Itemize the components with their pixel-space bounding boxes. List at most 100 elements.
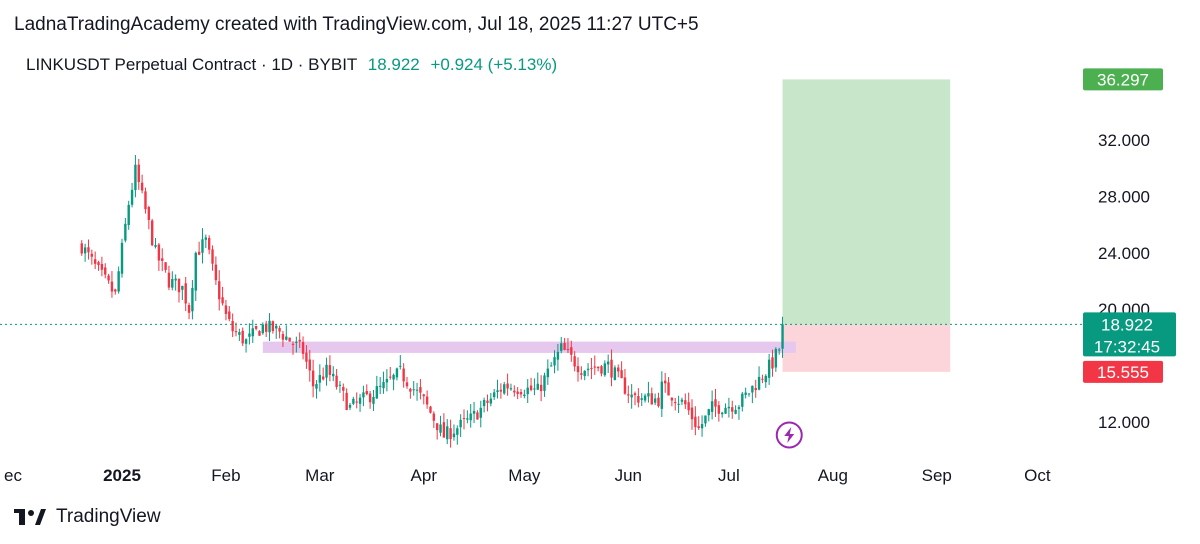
candle-body xyxy=(80,243,83,254)
candle-body xyxy=(482,399,486,407)
x-tick-label: Sep xyxy=(922,466,952,485)
candle-body xyxy=(389,376,392,378)
candle-body xyxy=(412,389,415,391)
candle-body xyxy=(127,204,130,226)
candle-body xyxy=(432,413,436,421)
candle-body xyxy=(606,361,610,365)
candle-body xyxy=(774,348,778,368)
candle-body xyxy=(707,409,710,416)
candle-body xyxy=(596,366,600,369)
candle-body xyxy=(104,267,107,275)
candle-body xyxy=(757,376,761,390)
candle-body xyxy=(120,242,124,274)
candle-body xyxy=(308,359,311,371)
lightning-event-icon[interactable] xyxy=(775,421,803,449)
stop-price-tag[interactable] xyxy=(1083,360,1163,383)
candle-body xyxy=(563,342,566,350)
x-tick-label: Mar xyxy=(305,466,335,485)
candle-body xyxy=(613,367,617,380)
candle-body xyxy=(459,419,462,428)
candle-body xyxy=(234,331,238,333)
candle-body xyxy=(218,281,221,300)
candle-body xyxy=(114,289,117,292)
candle-body xyxy=(452,433,456,438)
candle-body xyxy=(764,375,767,383)
x-tick-label: ec xyxy=(4,466,22,485)
candle-body xyxy=(174,278,177,281)
candle-body xyxy=(419,387,422,393)
candle-body xyxy=(630,394,633,398)
candle-body xyxy=(254,326,258,329)
candle-body xyxy=(358,397,362,404)
candle-body xyxy=(191,287,194,312)
candle-body xyxy=(643,395,647,401)
candle-body xyxy=(429,406,432,413)
candle-body xyxy=(586,368,590,371)
candle-body xyxy=(543,375,546,391)
candle-body xyxy=(147,207,151,221)
candle-body xyxy=(167,272,171,288)
candle-body xyxy=(710,401,714,412)
candle-body xyxy=(392,374,395,380)
candle-body xyxy=(751,385,754,393)
candle-body xyxy=(492,392,496,398)
candle-body xyxy=(653,398,657,403)
candle-body xyxy=(164,262,167,270)
candle-body xyxy=(640,398,643,400)
candle-body xyxy=(590,368,593,370)
candle-body xyxy=(378,385,382,387)
candle-body xyxy=(271,321,275,332)
candle-body xyxy=(694,416,697,428)
candle-body xyxy=(633,393,637,396)
candle-body xyxy=(207,237,211,250)
candle-body xyxy=(140,182,144,191)
candles-layer xyxy=(80,154,784,448)
stop-zone[interactable] xyxy=(782,324,951,372)
candle-body xyxy=(650,393,653,405)
candle-body xyxy=(238,332,241,335)
candle-body xyxy=(134,164,137,191)
x-tick-label: Oct xyxy=(1024,466,1051,485)
tradingview-branding[interactable]: TradingView xyxy=(14,506,161,528)
chart-attribution: LadnaTradingAcademy created with Trading… xyxy=(14,14,699,35)
candle-body xyxy=(97,262,100,266)
current-price-tag[interactable] xyxy=(1083,312,1176,357)
candle-body xyxy=(573,356,576,367)
candle-body xyxy=(737,407,741,409)
candle-body xyxy=(228,311,231,320)
candle-body xyxy=(657,397,660,407)
candle-body xyxy=(311,370,315,387)
target-price-tag[interactable] xyxy=(1083,68,1163,91)
candle-body xyxy=(479,407,482,418)
candle-body xyxy=(714,399,717,407)
x-tick-label: 2025 xyxy=(103,466,141,485)
candle-body xyxy=(720,412,724,415)
candle-body xyxy=(690,407,694,420)
candle-body xyxy=(680,399,684,402)
candle-body xyxy=(409,388,412,392)
x-tick-label: Jul xyxy=(718,466,740,485)
target-zone[interactable] xyxy=(782,79,951,325)
candle-body xyxy=(93,259,97,264)
candle-body xyxy=(472,410,476,414)
candle-body xyxy=(124,223,127,241)
candle-body xyxy=(184,283,187,304)
candle-body xyxy=(506,383,509,389)
target-price-tag-label: 36.297 xyxy=(1097,70,1149,89)
candle-body xyxy=(526,387,529,395)
candle-body xyxy=(171,279,174,288)
candle-body xyxy=(647,393,650,397)
candle-body xyxy=(137,164,140,183)
candle-body xyxy=(603,363,607,376)
candle-body xyxy=(399,365,402,367)
candle-body xyxy=(90,253,94,257)
support-zone[interactable] xyxy=(262,341,796,353)
candle-body xyxy=(546,368,550,378)
candle-body xyxy=(446,426,449,440)
candle-body xyxy=(744,392,747,395)
candle-body xyxy=(224,305,228,314)
candle-body xyxy=(462,418,466,420)
symbol-title[interactable]: LINKUSDT Perpetual Contract · 1D · BYBIT xyxy=(26,55,357,74)
candle-body xyxy=(576,366,580,373)
